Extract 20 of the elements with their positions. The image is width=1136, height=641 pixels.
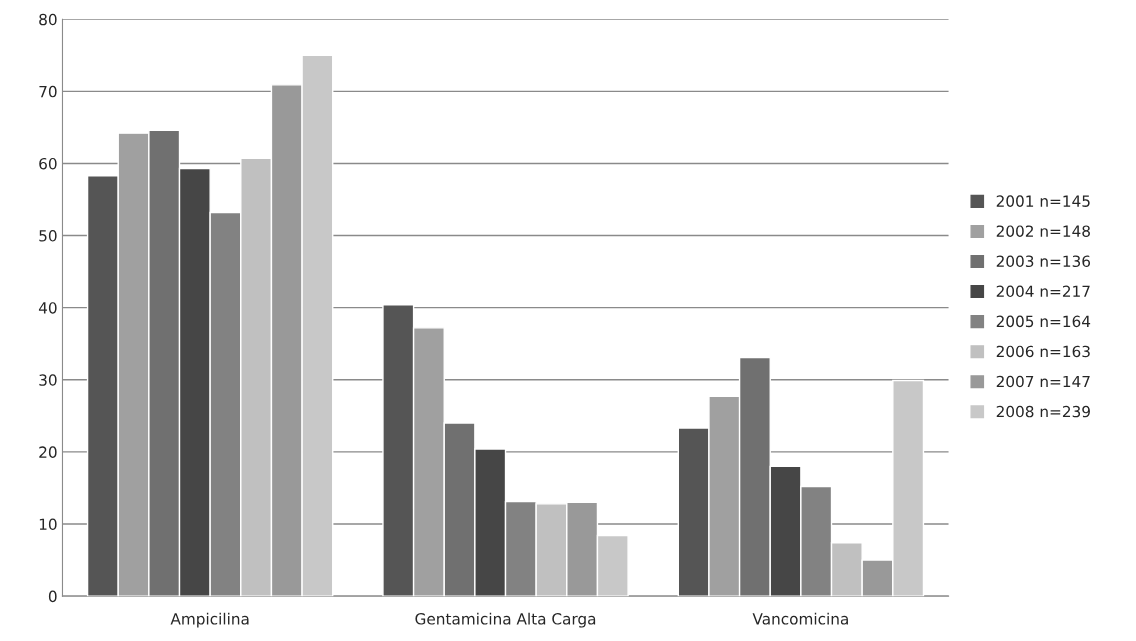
y-tick-label: 60: [39, 157, 57, 170]
legend-label: 2004 n=217: [996, 285, 1090, 298]
y-tick-label: 50: [39, 230, 57, 242]
x-tick-label: Ampicilina: [170, 612, 249, 628]
x-tick-label: Gentamicina Alta Carga: [415, 612, 596, 628]
y-tick-label: 20: [39, 446, 57, 458]
y-tick-label: 10: [39, 518, 57, 531]
y-tick-label: 70: [39, 85, 57, 98]
y-tick-label: 80: [39, 13, 57, 26]
legend-label: 2002 n=148: [996, 225, 1090, 237]
y-tick-label: 0: [48, 590, 57, 603]
legend-label: 2006 n=163: [996, 345, 1090, 358]
x-tick-label: Vancomicina: [752, 612, 848, 625]
legend-label: 2008 n=239: [996, 405, 1090, 418]
y-tick-label: 30: [39, 374, 57, 386]
legend-label: 2001 n=145: [996, 195, 1090, 207]
legend-label: 2003 n=136: [996, 255, 1091, 268]
y-tick-label: 40: [38, 302, 57, 314]
legend-label: 2005 n=164: [996, 315, 1091, 328]
legend-label: 2007 n=147: [996, 375, 1090, 388]
